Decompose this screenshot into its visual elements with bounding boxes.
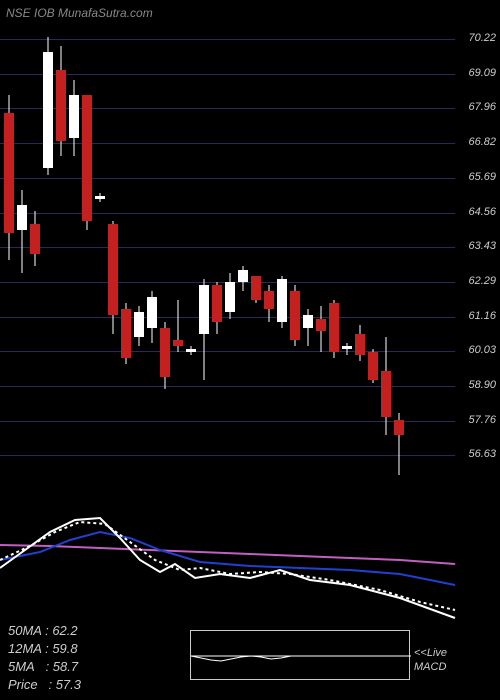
ma5-line: [0, 518, 455, 618]
live-arrow-text: <<Live: [414, 647, 447, 659]
indicator-panel: <<Live MACD 50MA : 62.2 12MA : 59.8 5MA …: [0, 490, 500, 700]
info-ma12: 12MA : 59.8: [8, 641, 78, 656]
info-ma50: 50MA : 62.2: [8, 623, 78, 638]
live-macd-label: MACD: [414, 661, 446, 673]
macd-svg: [191, 631, 411, 681]
ma12-value: 59.8: [52, 641, 77, 656]
ma50-line: [0, 545, 455, 564]
ma50-value: 62.2: [52, 623, 77, 638]
ma5-value: 58.7: [53, 659, 78, 674]
info-price: Price : 57.3: [8, 677, 81, 692]
price-chart-panel: NSE IOB MunafaSutra.com 70.2269.0967.966…: [0, 0, 500, 490]
ma5-dashed-line: [0, 522, 455, 610]
ma50-label: 50MA: [8, 623, 41, 638]
ma12-label: 12MA: [8, 641, 41, 656]
chart-container: NSE IOB MunafaSutra.com 70.2269.0967.966…: [0, 0, 500, 700]
price-value: 57.3: [56, 677, 81, 692]
info-ma5: 5MA : 58.7: [8, 659, 78, 674]
price-label: Price: [8, 677, 38, 692]
ma5-label: 5MA: [8, 659, 35, 674]
macd-inset: [190, 630, 410, 680]
